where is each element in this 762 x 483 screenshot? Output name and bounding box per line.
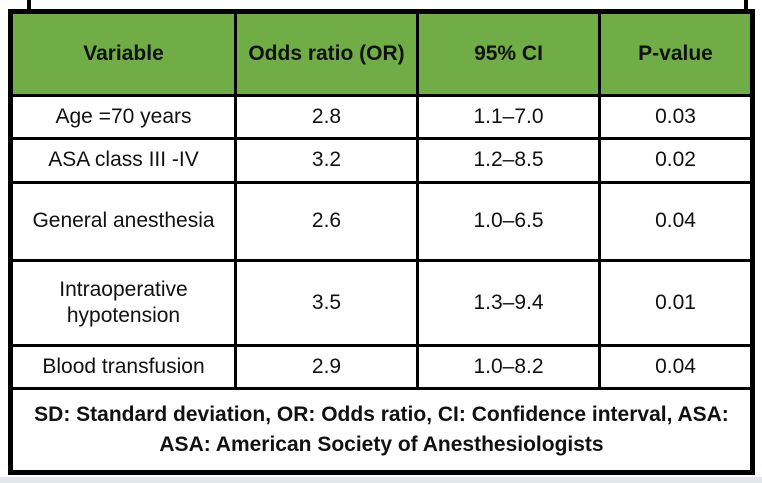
table-row: Intraoperative hypotension 3.5 1.3–9.4 0…: [9, 259, 754, 347]
table-footnote-row: SD: Standard deviation, OR: Odds ratio, …: [9, 387, 754, 474]
footnote-line-2: ASA: American Society of Anesthesiologis…: [159, 433, 604, 456]
column-header-ci: 95% CI: [416, 10, 601, 97]
cell-odds-ratio: 2.9: [234, 344, 419, 390]
cell-ci: 1.0–8.2: [416, 344, 601, 390]
column-header-p-value: P-value: [598, 10, 754, 97]
outer-border-segment-right: [744, 0, 748, 9]
table-row: ASA class III -IV 3.2 1.2–8.5 0.02: [9, 137, 754, 184]
cell-ci: 1.2–8.5: [416, 137, 601, 184]
cell-p-value: 0.04: [598, 181, 754, 262]
odds-ratio-table: Variable Odds ratio (OR) 95% CI P-value …: [8, 9, 755, 475]
cell-p-value: 0.04: [598, 344, 754, 390]
cropped-outer-table-top-strip: [0, 0, 762, 9]
cell-odds-ratio: 2.6: [234, 181, 419, 262]
table-row: Blood transfusion 2.9 1.0–8.2 0.04: [9, 344, 754, 390]
cell-ci: 1.3–9.4: [416, 259, 601, 347]
cell-variable: Blood transfusion: [9, 344, 237, 390]
column-header-odds-ratio: Odds ratio (OR): [234, 10, 419, 97]
cell-ci: 1.0–6.5: [416, 181, 601, 262]
cell-variable: General anesthesia: [9, 181, 237, 262]
table-row: General anesthesia 2.6 1.0–6.5 0.04: [9, 181, 754, 262]
table-footnote: SD: Standard deviation, OR: Odds ratio, …: [9, 387, 754, 474]
cell-p-value: 0.03: [598, 94, 754, 140]
cell-p-value: 0.02: [598, 137, 754, 184]
cell-ci: 1.1–7.0: [416, 94, 601, 140]
cell-p-value: 0.01: [598, 259, 754, 347]
cell-odds-ratio: 3.2: [234, 137, 419, 184]
column-header-variable: Variable: [9, 10, 237, 97]
cell-variable: Age =70 years: [9, 94, 237, 140]
table-header-row: Variable Odds ratio (OR) 95% CI P-value: [9, 10, 754, 97]
cell-variable: ASA class III -IV: [9, 137, 237, 184]
cell-odds-ratio: 3.5: [234, 259, 419, 347]
footnote-line-1: SD: Standard deviation, OR: Odds ratio, …: [34, 402, 729, 426]
table-row: Age =70 years 2.8 1.1–7.0 0.03: [9, 94, 754, 140]
outer-border-segment-left: [27, 0, 31, 9]
cell-odds-ratio: 2.8: [234, 94, 419, 140]
cell-variable: Intraoperative hypotension: [9, 259, 237, 347]
page-background-strip: [0, 477, 762, 483]
